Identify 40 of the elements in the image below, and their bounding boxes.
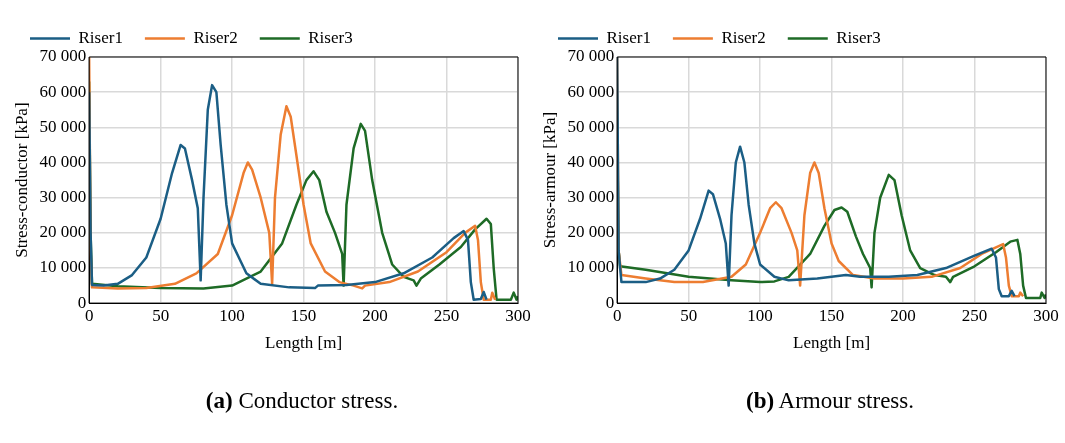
y-tick-label: 40 000 xyxy=(39,151,87,171)
y-tick-label: 50 000 xyxy=(39,116,87,136)
y-tick-label: 50 000 xyxy=(567,116,615,136)
legend-label: Riser3 xyxy=(308,27,353,47)
legend-label: Riser2 xyxy=(721,27,766,47)
x-tick-label: 100 xyxy=(747,305,773,325)
y-tick-label: 30 000 xyxy=(567,187,615,207)
x-axis-title: Length [m] xyxy=(265,333,343,353)
x-tick-label: 300 xyxy=(1033,305,1059,325)
y-tick-label: 0 xyxy=(605,292,615,312)
x-tick-label: 250 xyxy=(433,305,460,325)
y-tick-label: 40 000 xyxy=(567,151,615,171)
x-tick-label: 200 xyxy=(890,305,916,325)
y-axis-title: Stress-armour [kPa] xyxy=(539,111,559,249)
y-tick-label: 30 000 xyxy=(39,187,87,207)
y-tick-label: 70 000 xyxy=(39,46,87,66)
legend-label: Riser1 xyxy=(606,27,651,47)
y-tick-label: 20 000 xyxy=(39,222,87,242)
x-tick-label: 150 xyxy=(818,305,845,325)
x-tick-label: 50 xyxy=(680,305,698,325)
y-tick-label: 10 000 xyxy=(39,257,87,277)
legend-label: Riser1 xyxy=(78,27,123,47)
y-tick-label: 20 000 xyxy=(567,222,615,242)
x-tick-label: 250 xyxy=(961,305,988,325)
x-tick-label: 100 xyxy=(219,305,245,325)
text: (a) Conductor stress. xyxy=(205,388,399,413)
y-tick-label: 60 000 xyxy=(39,81,87,101)
text: (b) Armour stress. xyxy=(745,388,915,413)
y-tick-label: 0 xyxy=(77,292,87,312)
y-tick-label: 70 000 xyxy=(567,46,615,66)
y-axis-title: Stress-conductor [kPa] xyxy=(11,102,31,258)
x-axis-title: Length [m] xyxy=(793,333,871,353)
legend-label: Riser2 xyxy=(193,27,238,47)
x-tick-label: 200 xyxy=(362,305,388,325)
legend-label: Riser3 xyxy=(836,27,881,47)
x-tick-label: 50 xyxy=(152,305,170,325)
x-tick-label: 300 xyxy=(505,305,531,325)
y-tick-label: 10 000 xyxy=(567,257,615,277)
y-tick-label: 60 000 xyxy=(567,81,615,101)
x-tick-label: 150 xyxy=(290,305,317,325)
